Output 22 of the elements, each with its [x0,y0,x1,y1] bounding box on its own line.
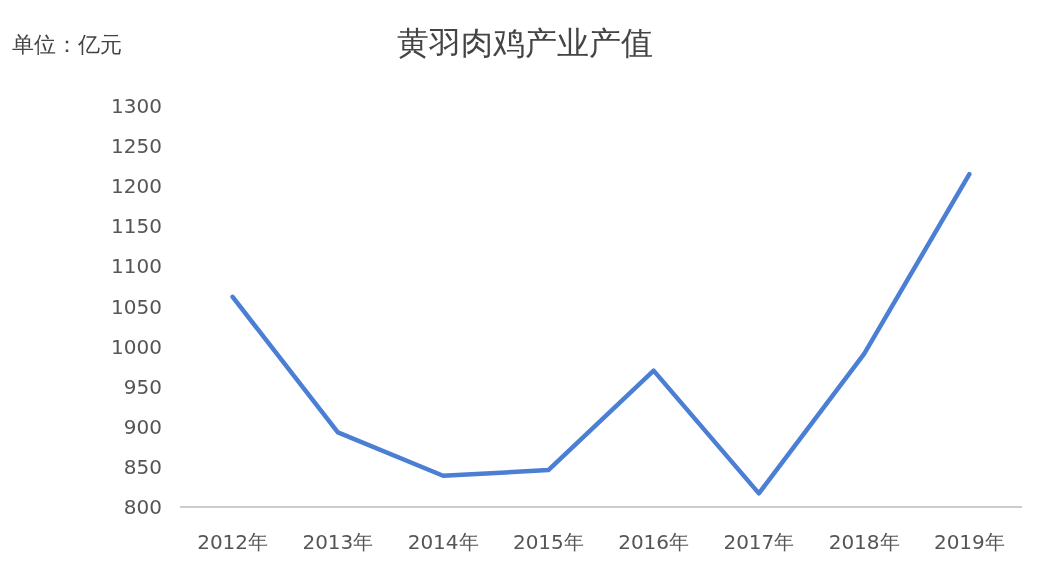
x-tick-label: 2015年 [512,530,584,554]
y-tick-label: 950 [123,374,162,399]
x-tick-label: 2019年 [933,530,1005,554]
x-tick-label: 2017年 [723,530,795,554]
y-tick-label: 1050 [111,294,162,319]
y-tick-label: 1100 [111,254,162,279]
x-tick-label: 2013年 [302,530,374,554]
line-series [230,171,972,496]
y-tick-label: 1150 [111,214,162,239]
y-tick-label: 800 [123,495,162,519]
chart-title: 黄羽肉鸡产业产值 [397,24,653,62]
y-tick-label: 1300 [111,94,162,118]
y-tick-label: 1250 [111,134,162,159]
x-tick-label: 2018年 [828,530,900,554]
y-tick-label: 850 [123,454,162,479]
text: 单位：亿元 [12,32,122,57]
x-tick-label: 2014年 [407,530,479,554]
x-tick-label: 2016年 [618,530,690,554]
y-tick-label: 1000 [111,334,162,359]
y-tick-label: 900 [123,414,162,439]
x-tick-label: 2012年 [197,530,269,554]
y-tick-label: 1200 [111,174,162,199]
